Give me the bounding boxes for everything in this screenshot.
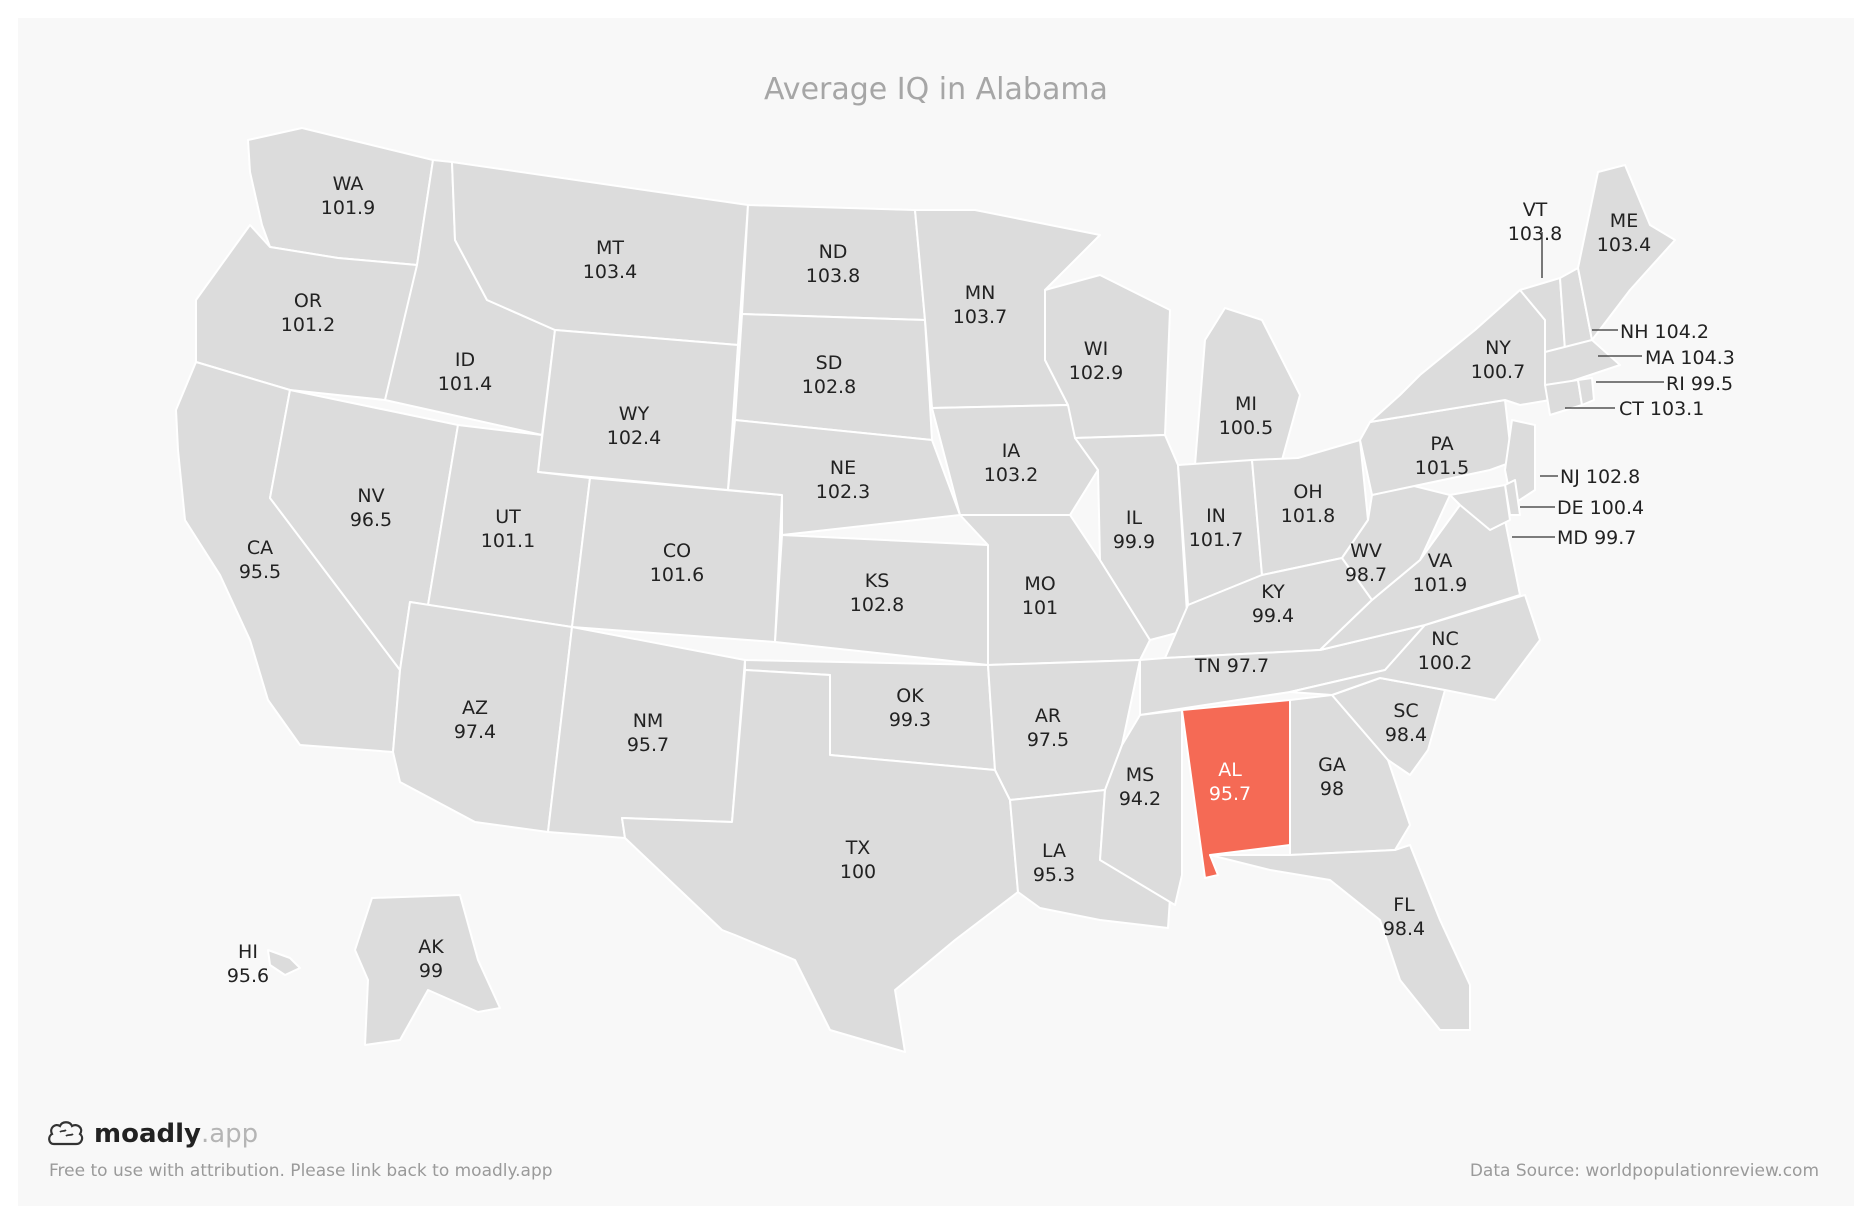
brain-icon bbox=[48, 1121, 84, 1146]
state-IL[interactable] bbox=[1074, 434, 1189, 641]
state-label-CA: CA 95.5 bbox=[239, 537, 281, 583]
state-label-ID: ID 101.4 bbox=[438, 349, 492, 395]
state-label-IN: IN 101.7 bbox=[1189, 505, 1243, 551]
state-label-IL: IL 99.9 bbox=[1113, 507, 1155, 553]
state-label-NV: NV 96.5 bbox=[350, 485, 392, 531]
state-label-CO: CO 101.6 bbox=[650, 540, 704, 586]
state-WV[interactable] bbox=[1341, 484, 1451, 601]
state-label-MD: MD 99.7 bbox=[1557, 527, 1636, 549]
state-ME[interactable] bbox=[1577, 164, 1676, 341]
state-label-NY: NY 100.7 bbox=[1471, 337, 1525, 383]
state-label-GA: GA 98 bbox=[1318, 754, 1346, 800]
state-label-AL: AL 95.7 bbox=[1209, 759, 1251, 805]
state-label-KS: KS 102.8 bbox=[850, 570, 904, 616]
state-label-MO: MO 101 bbox=[1022, 573, 1058, 619]
state-label-NJ: NJ 102.8 bbox=[1560, 466, 1640, 488]
state-label-NC: NC 100.2 bbox=[1418, 628, 1472, 674]
state-label-NH: NH 104.2 bbox=[1620, 321, 1709, 343]
state-label-IA: IA 103.2 bbox=[984, 440, 1038, 486]
state-label-OK: OK 99.3 bbox=[889, 685, 931, 731]
logo: moadly.app bbox=[46, 1118, 258, 1150]
state-IA[interactable] bbox=[931, 404, 1099, 516]
state-MA[interactable] bbox=[1544, 339, 1621, 386]
leader-lines bbox=[1512, 232, 1664, 538]
state-label-WA: WA 101.9 bbox=[321, 173, 375, 219]
state-label-DE: DE 100.4 bbox=[1557, 497, 1644, 519]
logo-name: moadly bbox=[94, 1119, 201, 1149]
state-label-NM: NM 95.7 bbox=[627, 710, 669, 756]
state-label-UT: UT 101.1 bbox=[481, 506, 535, 552]
state-label-WV: WV 98.7 bbox=[1345, 540, 1387, 586]
state-label-CT: CT 103.1 bbox=[1619, 398, 1704, 420]
state-label-AK: AK 99 bbox=[418, 936, 444, 982]
state-label-VT: VT 103.8 bbox=[1508, 199, 1562, 245]
state-label-WI: WI 102.9 bbox=[1069, 338, 1123, 384]
state-label-AR: AR 97.5 bbox=[1027, 705, 1069, 751]
state-MO[interactable] bbox=[959, 514, 1151, 666]
state-label-OR: OR 101.2 bbox=[281, 290, 335, 336]
state-label-MT: MT 103.4 bbox=[583, 237, 637, 283]
state-label-PA: PA 101.5 bbox=[1415, 433, 1469, 479]
state-labels: WA 101.9 OR 101.2 CA 95.5 NV 96.5 ID 101.4 MT 103.4… bbox=[227, 173, 1735, 987]
state-label-FL: FL 98.4 bbox=[1383, 894, 1425, 940]
state-MI[interactable] bbox=[1194, 307, 1301, 466]
data-source-text: Data Source: worldpopulationreview.com bbox=[1469, 1161, 1819, 1181]
state-label-VA: VA 101.9 bbox=[1413, 550, 1467, 596]
state-CT[interactable] bbox=[1544, 379, 1583, 416]
state-label-LA: LA 95.3 bbox=[1033, 840, 1075, 886]
state-MD[interactable] bbox=[1449, 484, 1511, 531]
logo-wordmark: moadly.app bbox=[94, 1119, 258, 1149]
state-NC[interactable] bbox=[1289, 594, 1541, 701]
map-title: Average IQ in Alabama bbox=[764, 72, 1108, 107]
state-label-MS: MS 94.2 bbox=[1119, 764, 1161, 810]
state-AK[interactable] bbox=[354, 894, 501, 1046]
attribution-text: Free to use with attribution. Please lin… bbox=[49, 1161, 553, 1181]
state-label-TN: TN 97.7 bbox=[1194, 655, 1269, 677]
state-label-AZ: AZ 97.4 bbox=[454, 697, 496, 743]
state-label-MN: MN 103.7 bbox=[953, 282, 1007, 328]
state-label-ND: ND 103.8 bbox=[806, 241, 860, 287]
state-label-SD: SD 102.8 bbox=[802, 352, 856, 398]
state-label-MI: MI 100.5 bbox=[1219, 393, 1273, 439]
state-RI[interactable] bbox=[1577, 377, 1595, 406]
state-label-KY: KY 99.4 bbox=[1252, 581, 1294, 627]
state-label-MA: MA 104.3 bbox=[1645, 347, 1735, 369]
state-label-OH: OH 101.8 bbox=[1281, 481, 1335, 527]
state-label-RI: RI 99.5 bbox=[1666, 373, 1733, 395]
state-label-HI: HI 95.6 bbox=[227, 941, 269, 987]
state-NM[interactable] bbox=[547, 626, 746, 839]
state-HI[interactable] bbox=[267, 949, 301, 976]
state-FL[interactable] bbox=[1209, 844, 1471, 1031]
state-label-NE: NE 102.3 bbox=[816, 457, 870, 503]
state-NY[interactable] bbox=[1369, 289, 1551, 423]
state-label-ME: ME 103.4 bbox=[1597, 210, 1651, 256]
state-label-WY: WY 102.4 bbox=[607, 403, 661, 449]
state-label-TX: TX 100 bbox=[840, 837, 876, 883]
state-label-SC: SC 98.4 bbox=[1385, 700, 1427, 746]
logo-suffix: .app bbox=[200, 1119, 259, 1149]
state-MS[interactable] bbox=[1099, 709, 1183, 906]
